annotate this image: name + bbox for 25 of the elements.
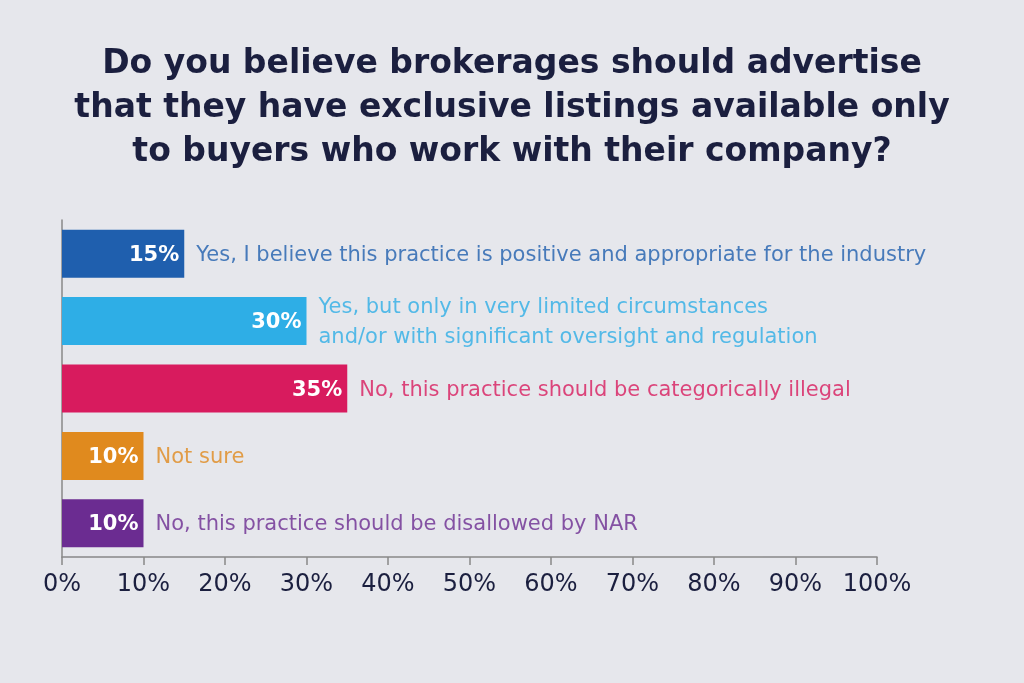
y-tick-label: No, this practice should be disallowed by NAR: [155, 511, 638, 536]
x-tick-label: 30%: [279, 569, 334, 597]
x-tick-label: 70%: [605, 569, 660, 597]
x-tick-label: 80%: [687, 569, 741, 597]
y-tick-label: Not sure: [155, 443, 245, 468]
chart-title: Do you believe brokerages should advertise that they have exclusive listings available only to buyers who work with their company?: [74, 41, 950, 169]
data-label: 35%: [291, 376, 343, 401]
x-tick-label: 40%: [361, 569, 415, 597]
data-label: 10%: [88, 511, 139, 536]
x-tick-label: 100%: [842, 569, 912, 597]
x-tick-label: 50%: [442, 569, 497, 597]
data-label: 10%: [88, 443, 139, 468]
x-tick-label: 10%: [116, 569, 171, 597]
x-tick-label: 60%: [524, 569, 578, 597]
bar: [62, 229, 185, 278]
y-tick-label: Yes, but only in very limited circumstances and/or with significant oversight and regulation: [317, 294, 818, 349]
y-tick-label: Yes, I believe this practice is positive and appropriate for the industry: [195, 241, 927, 266]
data-label: 30%: [251, 309, 302, 334]
y-tick-label: No, this practice should be categorically illegal: [359, 376, 851, 401]
x-tick-label: 0%: [42, 569, 82, 597]
bar: [62, 297, 307, 346]
x-tick-label: 20%: [198, 569, 252, 597]
x-tick-label: 90%: [768, 569, 823, 597]
data-label: 15%: [128, 241, 180, 266]
bar: [62, 364, 348, 413]
